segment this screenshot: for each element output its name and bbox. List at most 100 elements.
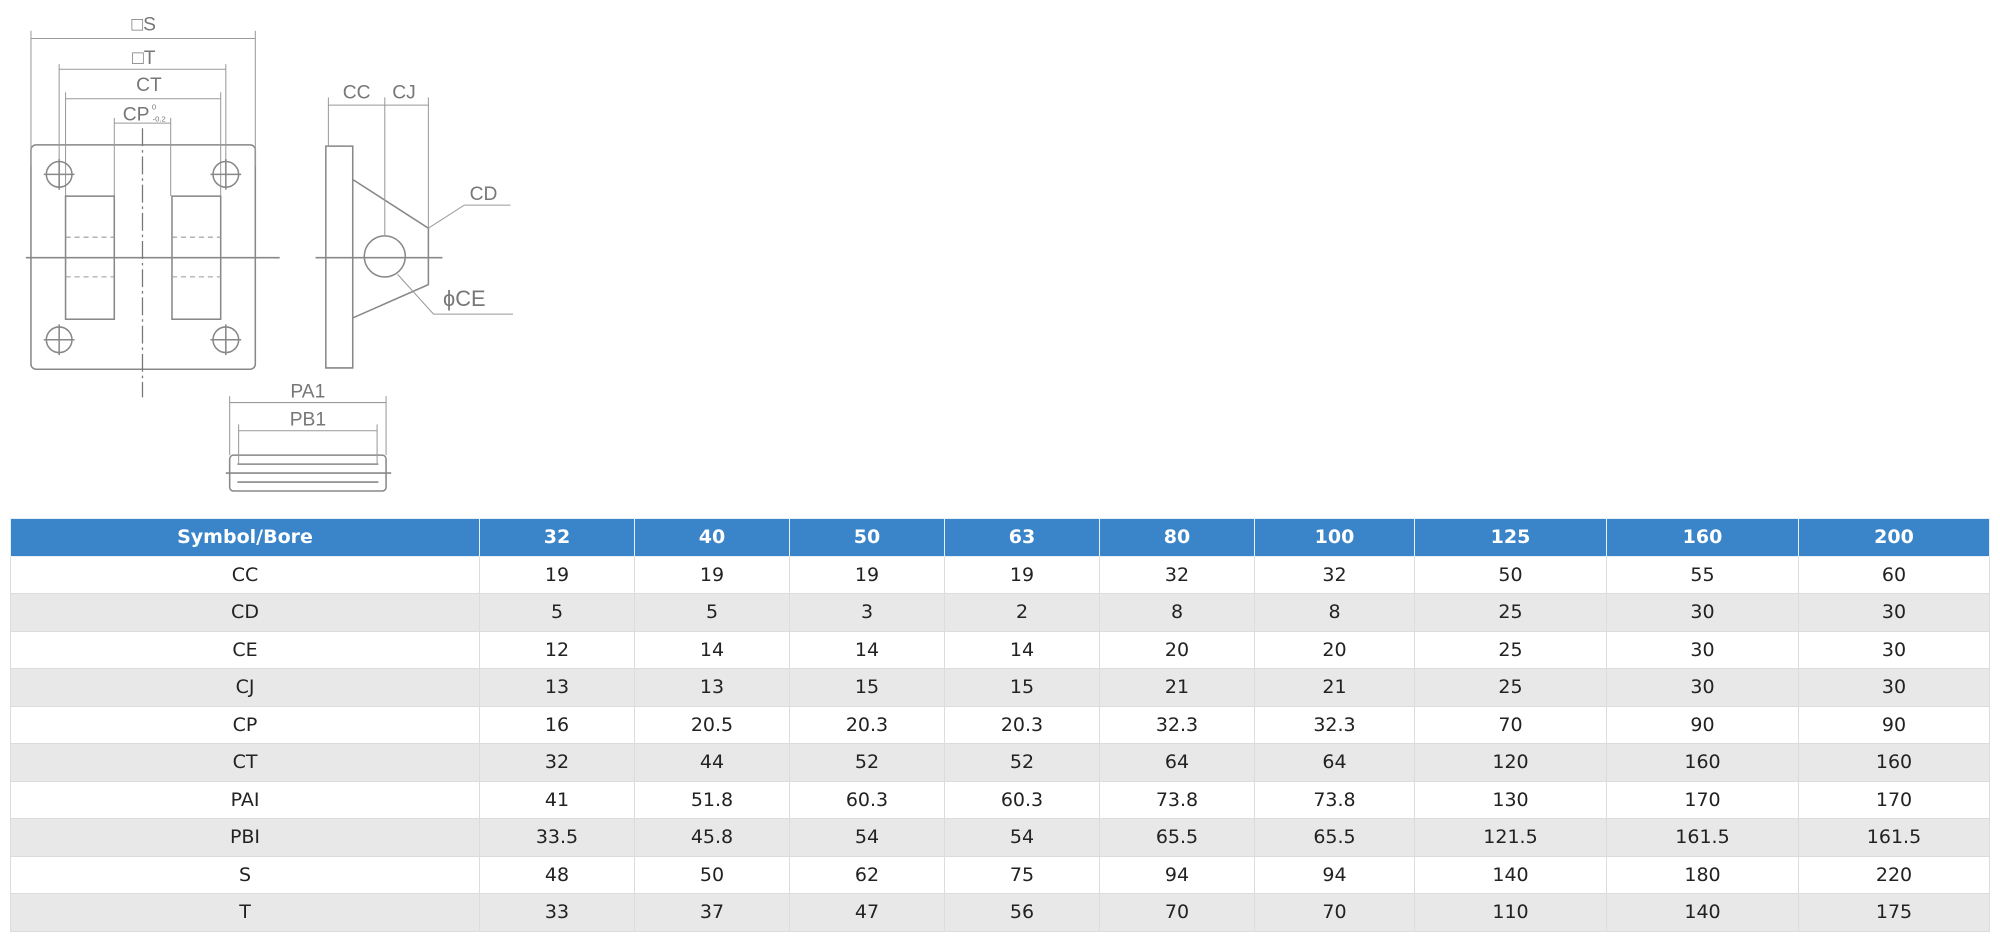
value-cell: 70 bbox=[1414, 705, 1607, 744]
value-cell: 64 bbox=[1099, 743, 1255, 782]
value-cell: 51.8 bbox=[634, 780, 790, 819]
symbol-cell: T bbox=[10, 893, 480, 932]
table-row: CC 19 19 19 19 32 32 50 55 60 bbox=[10, 555, 1990, 594]
symbol-cell: S bbox=[10, 855, 480, 894]
table-row: S 48 50 62 75 94 94 140 180 220 bbox=[10, 855, 1990, 894]
label: CD bbox=[470, 184, 498, 205]
value-cell: 14 bbox=[789, 630, 945, 669]
value-cell: 30 bbox=[1606, 630, 1799, 669]
value-cell: 32 bbox=[479, 743, 635, 782]
symbol-cell: CD bbox=[10, 593, 480, 632]
value-cell: 25 bbox=[1414, 630, 1607, 669]
value-cell: 140 bbox=[1606, 893, 1799, 932]
value-cell: 14 bbox=[944, 630, 1100, 669]
value-cell: 5 bbox=[479, 593, 635, 632]
value-cell: 20 bbox=[1099, 630, 1255, 669]
value-cell: 54 bbox=[944, 818, 1100, 857]
header-cell: 125 bbox=[1414, 518, 1607, 557]
value-cell: 94 bbox=[1254, 855, 1415, 894]
symbol-cell: CT bbox=[10, 743, 480, 782]
value-cell: 45.8 bbox=[634, 818, 790, 857]
value-cell: 160 bbox=[1606, 743, 1799, 782]
value-cell: 170 bbox=[1798, 780, 1990, 819]
value-cell: 121.5 bbox=[1414, 818, 1607, 857]
header-cell: 63 bbox=[944, 518, 1100, 557]
symbol-cell: CP bbox=[10, 705, 480, 744]
value-cell: 48 bbox=[479, 855, 635, 894]
table-row: CD 5 5 3 2 8 8 25 30 30 bbox=[10, 593, 1990, 632]
value-cell: 8 bbox=[1254, 593, 1415, 632]
table-row: T 33 37 47 56 70 70 110 140 175 bbox=[10, 893, 1990, 932]
table-row: PAI 41 51.8 60.3 60.3 73.8 73.8 130 170 170 bbox=[10, 780, 1990, 819]
value-cell: 30 bbox=[1606, 668, 1799, 707]
value-cell: 25 bbox=[1414, 668, 1607, 707]
value-cell: 52 bbox=[789, 743, 945, 782]
value-cell: 175 bbox=[1798, 893, 1990, 932]
value-cell: 33.5 bbox=[479, 818, 635, 857]
value-cell: 12 bbox=[479, 630, 635, 669]
value-cell: 32.3 bbox=[1099, 705, 1255, 744]
value-cell: 50 bbox=[634, 855, 790, 894]
value-cell: 3 bbox=[789, 593, 945, 632]
value-cell: 70 bbox=[1254, 893, 1415, 932]
label: PB1 bbox=[290, 410, 326, 431]
leader bbox=[428, 204, 511, 229]
symbol-cell: CE bbox=[10, 630, 480, 669]
value-cell: 73.8 bbox=[1099, 780, 1255, 819]
value-cell: 32.3 bbox=[1254, 705, 1415, 744]
value-cell: 94 bbox=[1099, 855, 1255, 894]
symbol-cell: PBI bbox=[10, 818, 480, 857]
value-cell: 170 bbox=[1606, 780, 1799, 819]
value-cell: 13 bbox=[634, 668, 790, 707]
header-cell: 160 bbox=[1606, 518, 1799, 557]
value-cell: 15 bbox=[944, 668, 1100, 707]
value-cell: 30 bbox=[1606, 593, 1799, 632]
value-cell: 19 bbox=[789, 555, 945, 594]
value-cell: 21 bbox=[1254, 668, 1415, 707]
value-cell: 75 bbox=[944, 855, 1100, 894]
value-cell: 20.3 bbox=[789, 705, 945, 744]
label: 0 bbox=[152, 103, 156, 112]
side-plate bbox=[325, 145, 354, 369]
spec-table: Symbol/Bore 32 40 50 63 80 100 125 160 200 CC 19 19… bbox=[10, 518, 1990, 932]
value-cell: 90 bbox=[1798, 705, 1990, 744]
value-cell: 47 bbox=[789, 893, 945, 932]
value-cell: 180 bbox=[1606, 855, 1799, 894]
value-cell: 110 bbox=[1414, 893, 1607, 932]
technical-drawing: □S □T CT CP 0 -0.2 CC CJ CD ϕCE PA1 bbox=[25, 15, 513, 492]
symbol-cell: CJ bbox=[10, 668, 480, 707]
label: -0.2 bbox=[153, 114, 166, 123]
value-cell: 37 bbox=[634, 893, 790, 932]
label: CP bbox=[123, 104, 150, 125]
value-cell: 2 bbox=[944, 593, 1100, 632]
value-cell: 20 bbox=[1254, 630, 1415, 669]
value-cell: 120 bbox=[1414, 743, 1607, 782]
value-cell: 21 bbox=[1099, 668, 1255, 707]
value-cell: 55 bbox=[1606, 555, 1799, 594]
holes bbox=[43, 158, 242, 356]
value-cell: 130 bbox=[1414, 780, 1607, 819]
value-cell: 32 bbox=[1099, 555, 1255, 594]
header-cell: 100 bbox=[1254, 518, 1415, 557]
symbol-cell: CC bbox=[10, 555, 480, 594]
value-cell: 50 bbox=[1414, 555, 1607, 594]
label: □S bbox=[132, 15, 156, 36]
value-cell: 52 bbox=[944, 743, 1100, 782]
value-cell: 20.5 bbox=[634, 705, 790, 744]
value-cell: 161.5 bbox=[1798, 818, 1990, 857]
table-row: CJ 13 13 15 15 21 21 25 30 30 bbox=[10, 668, 1990, 707]
value-cell: 62 bbox=[789, 855, 945, 894]
value-cell: 14 bbox=[634, 630, 790, 669]
value-cell: 16 bbox=[479, 705, 635, 744]
pin-hole bbox=[363, 235, 407, 278]
value-cell: 65.5 bbox=[1099, 818, 1255, 857]
value-cell: 5 bbox=[634, 593, 790, 632]
value-cell: 160 bbox=[1798, 743, 1990, 782]
value-cell: 30 bbox=[1798, 630, 1990, 669]
value-cell: 65.5 bbox=[1254, 818, 1415, 857]
header-cell: 80 bbox=[1099, 518, 1255, 557]
value-cell: 60.3 bbox=[944, 780, 1100, 819]
value-cell: 64 bbox=[1254, 743, 1415, 782]
value-cell: 70 bbox=[1099, 893, 1255, 932]
